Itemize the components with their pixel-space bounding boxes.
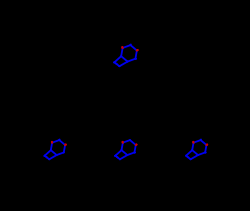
- Circle shape: [136, 144, 137, 145]
